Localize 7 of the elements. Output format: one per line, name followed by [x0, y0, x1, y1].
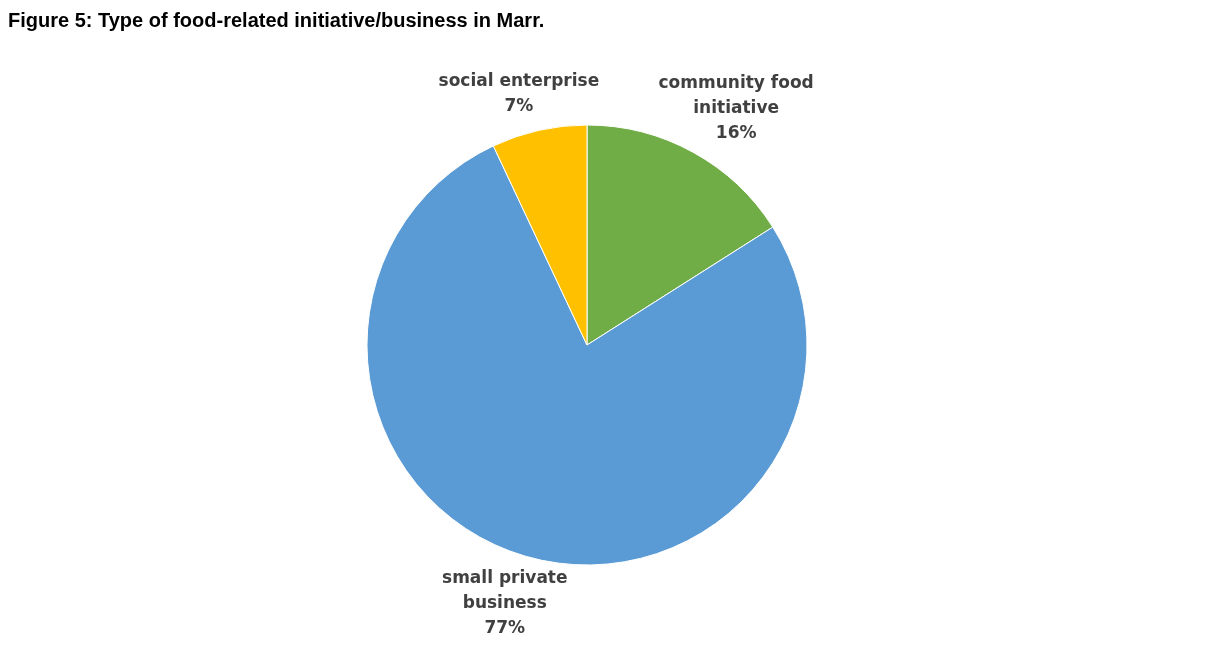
- data-label: 7%: [504, 95, 534, 116]
- slice-label: social enterprise: [438, 70, 600, 91]
- chart-title: Figure 5: Type of food-related initiative/business in Marr.: [8, 8, 546, 32]
- data-label: 77%: [484, 617, 526, 638]
- slice-label: small private business: [442, 567, 568, 613]
- slice-label: community food initiative: [658, 72, 814, 118]
- data-label: 16%: [715, 122, 757, 143]
